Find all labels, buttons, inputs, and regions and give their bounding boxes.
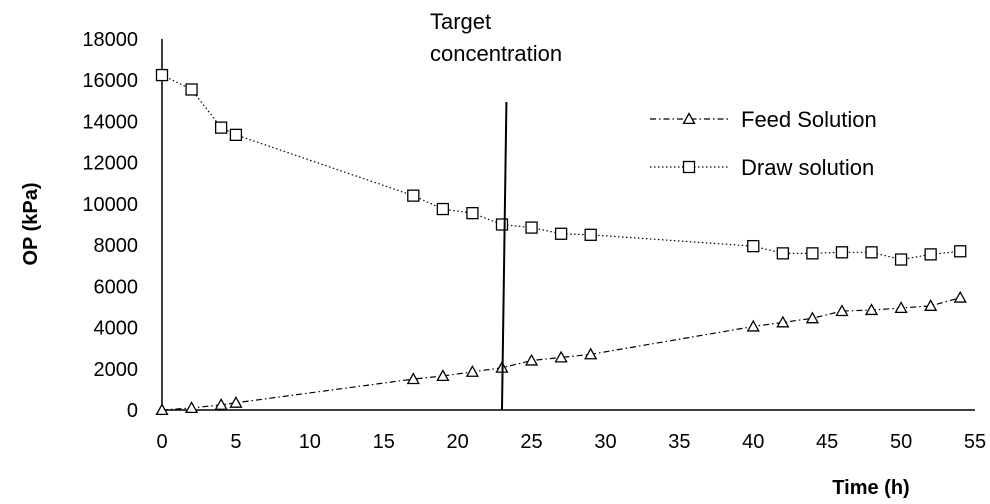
data-point-draw [495, 218, 509, 231]
data-point-feed [805, 311, 820, 324]
data-point-feed [864, 303, 879, 316]
y-tick-label: 0 [127, 400, 138, 422]
x-axis-title: Time (h) [832, 477, 909, 499]
data-point-draw [436, 202, 450, 216]
data-point-feed [924, 299, 938, 311]
data-point-feed [776, 315, 790, 328]
series-layer [155, 68, 967, 416]
data-point-feed [214, 398, 228, 410]
data-point-draw [525, 221, 538, 234]
x-tick-label: 15 [373, 431, 395, 453]
y-tick-label: 14000 [82, 111, 138, 133]
data-point-feed [184, 401, 199, 413]
data-point-feed [465, 365, 480, 377]
data-point-draw [747, 239, 760, 253]
data-point-draw [185, 83, 198, 96]
x-axis: 0 5 10 15 20 25 30 35 40 45 50 55 [156, 409, 986, 453]
data-point-feed [584, 347, 598, 360]
x-tick-label: 30 [594, 431, 616, 453]
y-tick-label: 2000 [94, 359, 139, 381]
y-tick-label: 4000 [94, 318, 139, 340]
x-tick-label: 5 [230, 431, 241, 453]
y-axis-title: OP (kPa) [20, 183, 42, 266]
legend-label-draw: Draw solution [741, 155, 874, 180]
data-point-draw [407, 189, 420, 202]
target-concentration-line [500, 101, 508, 411]
data-point-feed [524, 353, 539, 366]
y-tick-label: 18000 [82, 29, 138, 51]
data-point-draw [155, 68, 169, 82]
legend: Feed Solution Draw solution [650, 107, 877, 180]
data-point-draw [806, 247, 819, 260]
y-tick-label: 12000 [82, 153, 138, 175]
data-point-feed [155, 403, 169, 416]
x-tick-label: 50 [890, 431, 912, 453]
data-point-draw [894, 253, 908, 266]
y-tick-label: 6000 [94, 276, 139, 298]
x-tick-label: 0 [156, 431, 167, 453]
x-tick-label: 35 [668, 431, 690, 453]
data-point-feed [229, 395, 243, 408]
data-point-feed [894, 301, 908, 314]
legend-label-feed: Feed Solution [741, 107, 877, 132]
x-tick-label: 55 [964, 431, 986, 453]
data-point-draw [554, 227, 568, 240]
data-point-draw [954, 245, 967, 258]
y-tick-label: 10000 [82, 194, 138, 216]
data-point-draw [466, 207, 479, 220]
data-point-draw [229, 128, 243, 141]
data-point-draw [835, 246, 849, 259]
x-tick-label: 10 [299, 431, 321, 453]
data-point-draw [584, 228, 597, 241]
data-point-feed [746, 319, 760, 332]
y-tick-label: 8000 [94, 235, 139, 257]
data-point-draw [924, 248, 937, 261]
data-point-feed [835, 304, 849, 317]
legend-marker-feed [682, 112, 696, 125]
legend-marker-draw [682, 160, 696, 174]
data-point-feed [554, 350, 568, 363]
data-point-feed [436, 369, 450, 382]
data-point-draw [865, 246, 878, 259]
x-tick-label: 45 [816, 431, 838, 453]
data-point-feed [953, 290, 967, 303]
data-point-draw [776, 247, 789, 260]
x-tick-label: 25 [520, 431, 542, 453]
data-point-feed [406, 372, 420, 385]
annotation-layer: Target concentration [430, 9, 562, 411]
y-tick-label: 16000 [82, 70, 138, 92]
x-tick-label: 20 [447, 431, 469, 453]
data-point-draw [214, 121, 228, 134]
annotation-label-line-1: Target [430, 9, 491, 34]
y-axis: 0 2000 4000 6000 8000 10000 12000 14000 16000 180… [82, 29, 163, 422]
annotation-label-line-2: concentration [430, 41, 562, 66]
x-tick-label: 40 [742, 431, 764, 453]
